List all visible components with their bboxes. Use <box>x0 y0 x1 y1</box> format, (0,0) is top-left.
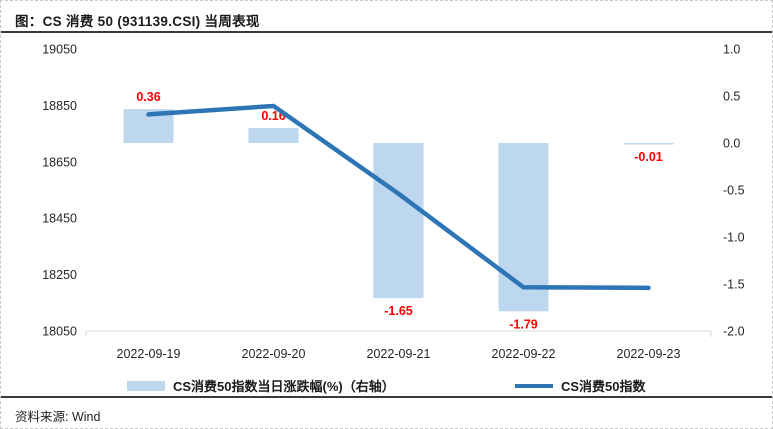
legend-label-bar-series: CS消费50指数当日涨跌幅(%)（右轴） <box>173 379 395 394</box>
chart-area: 19050 18850 18650 18450 18250 18050 1.0 0.5 0.0 -… <box>1 33 772 396</box>
line-series-swatch <box>515 383 553 388</box>
svg-text:-1.79: -1.79 <box>509 317 538 331</box>
svg-text:0.36: 0.36 <box>136 90 160 104</box>
svg-text:2022-09-20: 2022-09-20 <box>242 347 306 361</box>
svg-text:0.0: 0.0 <box>723 137 740 151</box>
figure-title: 图：CS 消费 50 (931139.CSI) 当周表现 <box>1 1 772 33</box>
svg-text:2022-09-19: 2022-09-19 <box>117 347 181 361</box>
svg-text:-1.5: -1.5 <box>723 278 745 292</box>
svg-text:18450: 18450 <box>42 212 77 226</box>
legend: CS消费50指数当日涨跌幅(%)（右轴） CS消费50指数 <box>1 374 772 395</box>
svg-text:0.5: 0.5 <box>723 90 740 104</box>
svg-text:-1.0: -1.0 <box>723 231 745 245</box>
svg-text:18650: 18650 <box>42 155 77 169</box>
source-note: 资料来源: Wind <box>1 396 772 428</box>
svg-text:2022-09-22: 2022-09-22 <box>492 347 556 361</box>
legend-item-bar-series: CS消费50指数当日涨跌幅(%)（右轴） <box>127 376 395 395</box>
svg-text:18050: 18050 <box>42 325 77 339</box>
svg-text:18250: 18250 <box>42 268 77 282</box>
bar-series-swatch <box>127 380 165 391</box>
legend-label-line-series: CS消费50指数 <box>561 379 646 394</box>
svg-text:18850: 18850 <box>42 99 77 113</box>
svg-text:-0.5: -0.5 <box>723 184 745 198</box>
svg-text:-1.65: -1.65 <box>384 304 413 318</box>
svg-text:-2.0: -2.0 <box>723 325 745 339</box>
svg-text:1.0: 1.0 <box>723 43 740 57</box>
combo-chart: 19050 18850 18650 18450 18250 18050 1.0 0.5 0.0 -… <box>42 43 745 362</box>
svg-text:-0.01: -0.01 <box>634 150 663 164</box>
svg-text:2022-09-21: 2022-09-21 <box>367 347 431 361</box>
svg-text:2022-09-23: 2022-09-23 <box>617 347 681 361</box>
svg-text:19050: 19050 <box>42 43 77 57</box>
legend-item-line-series: CS消费50指数 <box>515 376 646 395</box>
